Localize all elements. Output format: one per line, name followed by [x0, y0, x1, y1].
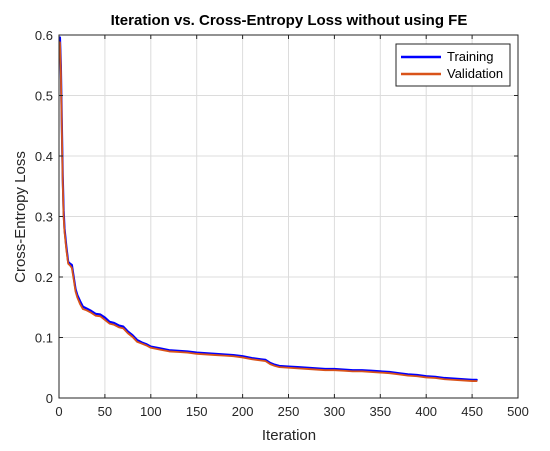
chart-title: Iteration vs. Cross-Entropy Loss without…	[111, 12, 468, 29]
y-tick-label: 0.3	[35, 210, 53, 225]
y-tick-label: 0.5	[35, 89, 53, 104]
series-layer	[58, 36, 478, 382]
x-tick-label: 0	[55, 404, 62, 419]
x-tick-label: 400	[415, 404, 437, 419]
legend-label-training: Training	[447, 49, 493, 64]
x-tick-label: 150	[186, 404, 208, 419]
legend: Training Validation	[395, 43, 511, 87]
grid-layer	[58, 34, 519, 399]
y-axis-title: Cross-Entropy Loss	[12, 151, 29, 283]
series-line-validation	[59, 41, 478, 382]
y-tick-label: 0.4	[35, 149, 53, 164]
y-tick-label: 0.1	[35, 331, 53, 346]
x-tick-label: 100	[140, 404, 162, 419]
y-tick-label: 0.6	[35, 28, 53, 43]
tick-layer: 0 50 100 150 200 250 300 350 400 450 500 0 0.1 0.2 0.3…	[35, 28, 529, 419]
y-tick-label: 0	[46, 391, 53, 406]
x-tick-label: 500	[507, 404, 529, 419]
y-tick-label: 0.2	[35, 270, 53, 285]
x-tick-label: 350	[369, 404, 391, 419]
x-axis-title: Iteration	[262, 427, 316, 444]
x-tick-label: 200	[232, 404, 254, 419]
legend-label-validation: Validation	[447, 66, 503, 81]
legend-box	[395, 43, 511, 87]
x-tick-label: 250	[278, 404, 300, 419]
x-tick-label: 300	[324, 404, 346, 419]
x-tick-label: 50	[98, 404, 112, 419]
x-tick-label: 450	[461, 404, 483, 419]
